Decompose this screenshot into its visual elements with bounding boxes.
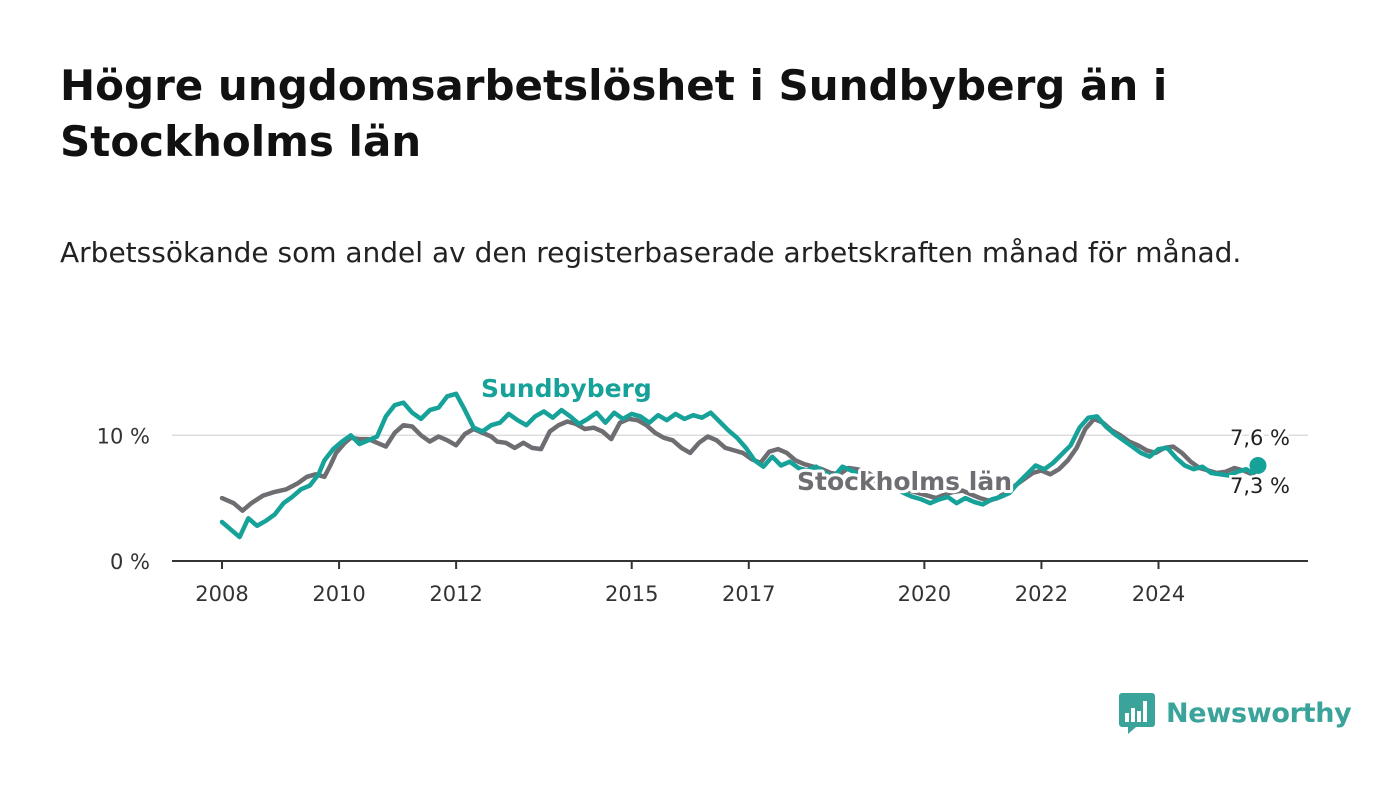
chart-title: Högre ungdomsarbetslöshet i Sundbyberg ä… xyxy=(60,61,1168,166)
end-value-stockholms-lan: 7,3 % xyxy=(1230,474,1290,498)
series-lines xyxy=(219,391,1261,540)
series-line-sundbyberg xyxy=(219,391,1261,540)
x-tick-label: 2022 xyxy=(1015,582,1068,606)
x-tick-label: 2017 xyxy=(722,582,775,606)
y-tick-label: 10 % xyxy=(97,424,150,448)
x-tick-label: 2015 xyxy=(605,582,658,606)
x-tick-label: 2020 xyxy=(898,582,951,606)
series-label-stockholms-lan: Stockholms län xyxy=(797,467,1012,496)
newsworthy-logo: Newsworthy xyxy=(1118,690,1352,736)
series-label-sundbyberg: Sundbyberg xyxy=(481,374,652,403)
y-tick-label: 0 % xyxy=(110,550,150,574)
newsworthy-bar-chart-icon xyxy=(1119,693,1155,734)
end-value-sundbyberg: 7,6 % xyxy=(1230,426,1290,450)
x-axis-ticks: 2008 2010 2012 2015 2017 2020 2022 2024 xyxy=(195,561,1185,606)
x-tick-label: 2008 xyxy=(195,582,248,606)
series-line-stockholms-ln xyxy=(219,416,1261,513)
chart-subtitle: Arbetssökande som andel av den registerb… xyxy=(60,236,1242,269)
x-tick-label: 2010 xyxy=(312,582,365,606)
brand-name: Newsworthy xyxy=(1166,697,1352,729)
series-labels: Sundbyberg Stockholms län 7,6 % 7,3 % xyxy=(478,371,1293,501)
end-marker-sundbyberg xyxy=(1249,456,1267,474)
x-tick-label: 2012 xyxy=(429,582,482,606)
x-tick-label: 2024 xyxy=(1132,582,1185,606)
y-axis-ticks: 0 % 10 % xyxy=(97,424,150,574)
